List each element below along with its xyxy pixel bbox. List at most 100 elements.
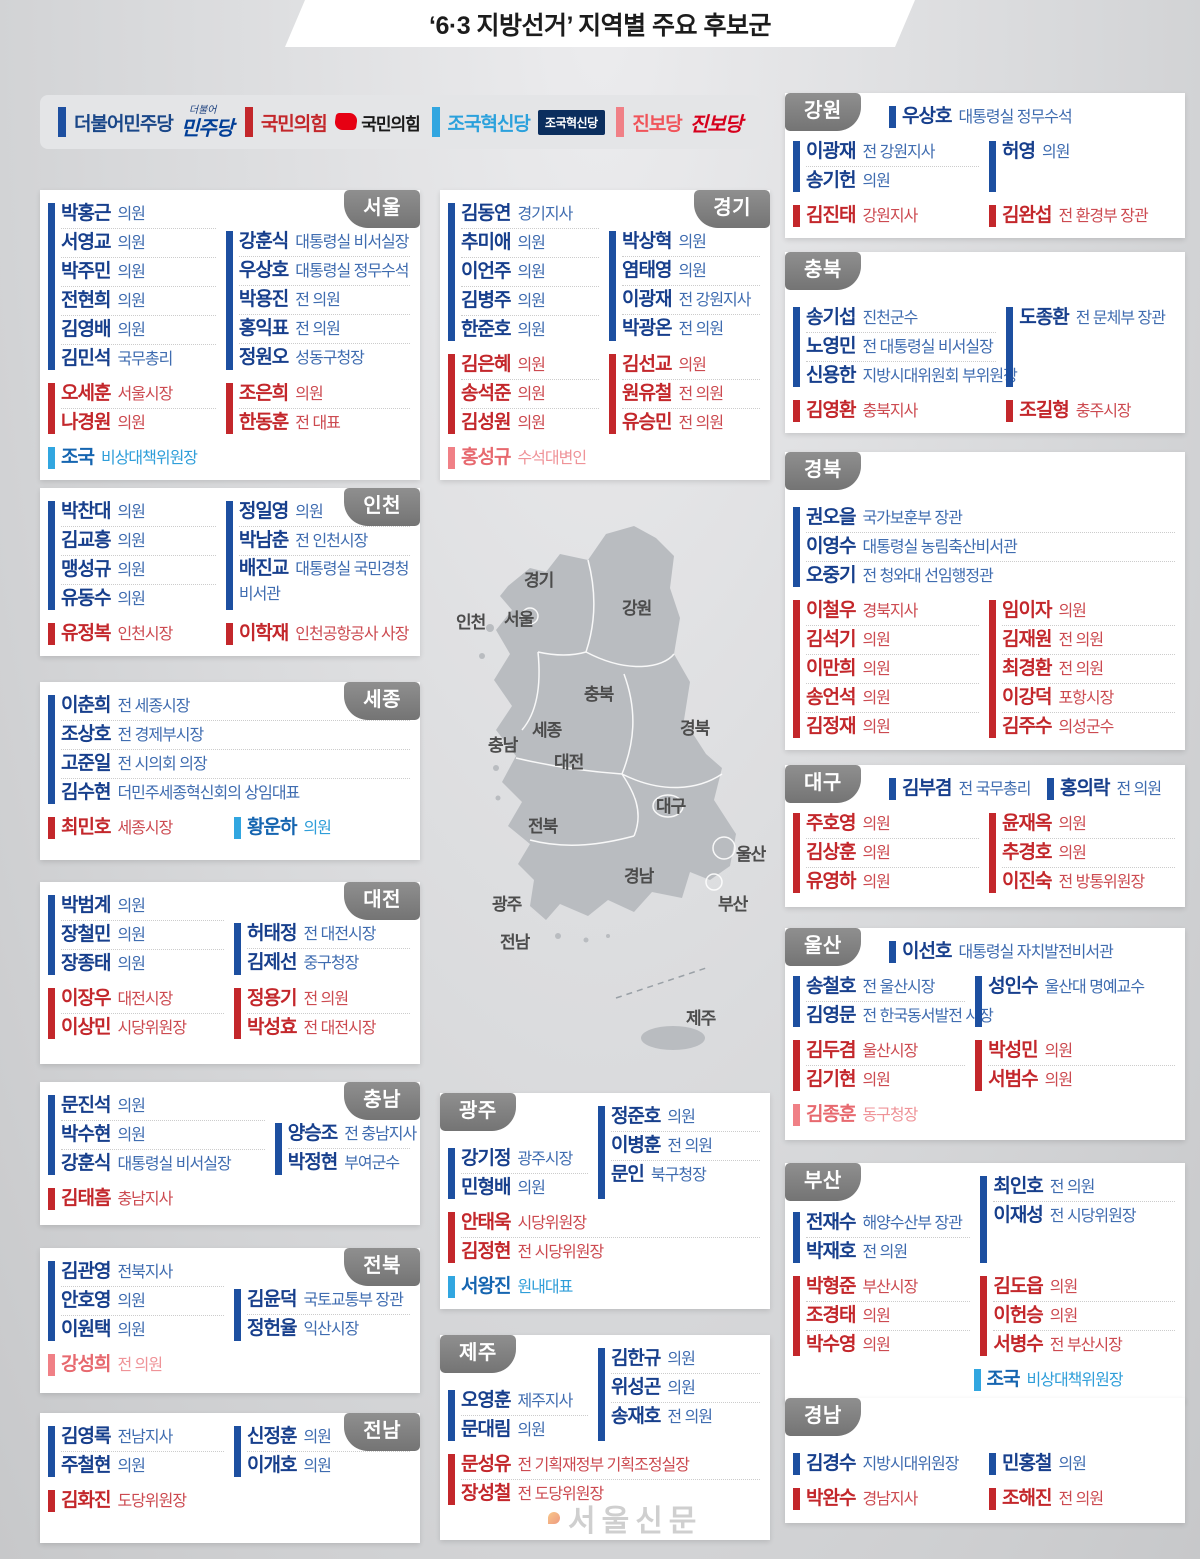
candidate-row: 조국 비상대책위원장 xyxy=(987,1366,1175,1394)
candidate-name: 임이자 xyxy=(1002,600,1052,621)
candidate-row: 김영환 충북지사 xyxy=(806,397,996,425)
candidate-role: 의원 xyxy=(303,1429,331,1446)
candidate-row: 성인수 울산대 명예교수 xyxy=(988,973,1175,1001)
candidate-name: 박광온 xyxy=(622,318,672,339)
candidate-name: 정원오 xyxy=(238,347,289,368)
candidate-name: 이강덕 xyxy=(1002,687,1052,708)
candidate-role: 시당위원장 xyxy=(117,1020,187,1037)
candidate-role: 의원 xyxy=(667,1351,695,1368)
region-badge: 충남 xyxy=(344,1082,420,1120)
candidate-role: 경기지사 xyxy=(517,206,573,223)
candidate-name: 한동훈 xyxy=(238,412,289,433)
map-label-충남: 충남 xyxy=(488,736,519,755)
candidate-row: 박수현 의원 xyxy=(61,1121,265,1150)
candidate-role: 의원 xyxy=(678,234,706,251)
candidate-name: 민홍철 xyxy=(1002,1453,1052,1474)
candidate-row: 최민호 세종시장 xyxy=(61,814,224,842)
candidate-band: 조국 비상대책위원장 xyxy=(793,1366,1175,1394)
candidate-band: 주호영 의원 김상훈 의원 유영하 의원 윤재옥 의원 추경호 의원 이진숙 전 방통위원장 xyxy=(793,810,1175,896)
candidate-role: 전 기획재정부 기획조정실장 xyxy=(517,1457,690,1474)
candidate-row: 김태흠 충남지사 xyxy=(61,1185,410,1213)
candidate-name: 조은희 xyxy=(238,383,289,404)
candidate-name: 김제선 xyxy=(247,952,297,973)
candidate-name: 오중기 xyxy=(806,565,856,586)
map-label-충북: 충북 xyxy=(584,685,615,704)
province-borders xyxy=(515,559,736,891)
candidate-group-ppp: 문성유 전 기획재정부 기획조정실장 장성철 전 도당위원장 xyxy=(448,1451,760,1508)
candidate-role: 대통령실 정무수석 xyxy=(958,109,1072,126)
candidate-row: 송석준 의원 xyxy=(461,380,599,409)
candidate-name: 김정재 xyxy=(806,716,856,737)
candidate-group-ppp: 조은희 의원 한동훈 전 대표 xyxy=(225,380,410,437)
candidate-band: 김두겸 울산시장 김기현 의원 박성민 의원 서범수 의원 xyxy=(793,1037,1175,1094)
candidate-role: 전 의원 xyxy=(303,991,349,1008)
candidate-row: 유승민 전 의원 xyxy=(622,409,760,437)
candidate-row: 송기헌 의원 xyxy=(806,167,979,195)
candidate-band: 서왕진 원내대표 xyxy=(448,1273,760,1301)
candidate-name: 도종환 xyxy=(1019,307,1069,328)
candidate-group-ppp: 김영환 충북지사 xyxy=(793,397,996,425)
candidate-row: 이원택 의원 xyxy=(61,1316,224,1344)
candidate-role: 전 부산시장 xyxy=(1049,1337,1123,1354)
region-badge: 충북 xyxy=(785,252,861,290)
candidate-role: 전 대전시장 xyxy=(303,926,376,943)
candidate-name: 김영록 xyxy=(61,1426,111,1447)
candidate-role: 전 의원 xyxy=(667,1409,713,1426)
candidate-row: 안태욱 시당위원장 xyxy=(461,1209,760,1238)
candidate-row: 오세훈 서울시장 xyxy=(61,380,216,409)
candidate-row: 오중기 전 청와대 선임행정관 xyxy=(806,562,1175,590)
candidate-role: 전 의원 xyxy=(678,321,724,338)
candidate-role: 전 세종시장 xyxy=(117,698,190,715)
candidate-row: 조경태 의원 xyxy=(806,1302,971,1331)
ppp-logo-mark xyxy=(333,112,358,130)
candidate-band: 김은혜 의원 송석준 의원 김성원 의원 김선교 의원 원유철 전 의원 유승민 전 의원 xyxy=(448,351,760,437)
candidate-name: 김정현 xyxy=(461,1241,511,1262)
candidate-band: 강기정 광주시장 민형배 의원 정준호 의원 이병훈 전 의원 문인 북구청장 xyxy=(448,1103,760,1202)
candidate-role: 전 청와대 선임행정관 xyxy=(862,568,993,585)
candidate-name: 이장우 xyxy=(61,988,111,1009)
candidate-row: 원유철 전 의원 xyxy=(622,380,760,409)
candidate-row: 박남춘 전 인천시장 xyxy=(238,527,410,556)
candidate-role: 세종시장 xyxy=(117,820,173,837)
candidate-row: 우상호 대통령실 정무수석 xyxy=(238,257,410,286)
candidate-role: 의원 xyxy=(517,415,545,432)
candidate-name: 이병훈 xyxy=(610,1135,661,1156)
candidate-role: 울산대 명예교수 xyxy=(1044,979,1145,996)
candidate-name: 이광재 xyxy=(622,289,672,310)
candidate-group-ppp: 주호영 의원 김상훈 의원 유영하 의원 xyxy=(793,810,979,896)
candidate-role: 의원 xyxy=(1044,1043,1073,1060)
candidate-row: 송기섭 진천군수 xyxy=(806,304,997,333)
candidate-band: 홍성규 수석대변인 xyxy=(448,444,760,472)
candidate-role: 비상대책위원장 xyxy=(100,450,198,467)
candidate-name: 송석준 xyxy=(461,383,511,404)
region-card-gwangju: 광주 강기정 광주시장 민형배 의원 정준호 의원 이병훈 전 의원 문인 북구청장 안태욱 시당위원장… xyxy=(440,1093,770,1309)
candidate-name: 정용기 xyxy=(247,988,297,1009)
page-title: ‘6·3 지방선거’ 지역별 주요 후보군 xyxy=(429,11,771,40)
candidate-group-ppp: 유정복 인천시장 xyxy=(48,620,216,648)
candidate-name: 배진교 xyxy=(238,558,289,579)
candidate-row: 박재호 전 의원 xyxy=(806,1238,970,1266)
jinbo-party-logo: 진보당 xyxy=(689,113,743,136)
candidate-role: 강원지사 xyxy=(862,208,918,225)
candidate-name: 강성희 xyxy=(61,1354,111,1375)
candidate-name: 서범수 xyxy=(988,1069,1038,1090)
candidate-row: 양승조 전 충남지사 xyxy=(287,1120,417,1149)
candidate-row: 추미애 의원 xyxy=(461,229,599,258)
candidate-row: 권오을 국가보훈부 장관 xyxy=(806,504,1175,533)
candidate-role: 의원 xyxy=(1041,144,1070,161)
candidate-row: 한준호 의원 xyxy=(461,316,599,344)
candidate-role: 전 대통령실 비서실장 xyxy=(862,339,993,356)
candidate-group-rkp: 서왕진 원내대표 xyxy=(448,1273,760,1301)
map-label-대구: 대구 xyxy=(656,797,687,816)
region-card-gyeonggi: 경기 김동연 경기지사 추미애 의원 이언주 의원 김병주 의원 한준호 의원 박상혁 의원 염태영 의원 이… xyxy=(440,190,770,480)
candidate-row: 전현희 의원 xyxy=(61,287,216,316)
candidate-row: 오영훈 제주지사 xyxy=(461,1387,588,1416)
candidate-row: 나경원 의원 xyxy=(61,409,216,437)
candidate-row: 서범수 의원 xyxy=(988,1066,1175,1094)
candidate-role: 전 의원 xyxy=(667,1138,713,1155)
candidate-name: 우상호 xyxy=(238,260,289,281)
candidate-name: 김진태 xyxy=(806,205,856,226)
candidate-name: 권오을 xyxy=(806,507,856,528)
candidate-role: 전 강원지사 xyxy=(862,144,935,161)
candidate-name: 전재수 xyxy=(806,1212,856,1233)
